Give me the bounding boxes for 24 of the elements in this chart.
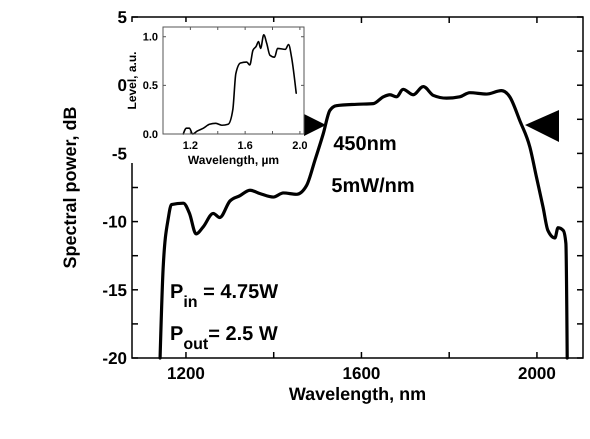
x-tick-label: 1.2 xyxy=(182,140,198,152)
y-tick-label: -15 xyxy=(102,280,127,300)
y-tick-label: 0 xyxy=(118,76,127,96)
y-tick-label: -5 xyxy=(112,144,127,164)
x-tick-label: 2.0 xyxy=(292,140,308,152)
y-tick-label: 0.5 xyxy=(142,80,158,92)
y-tick-label: 5 xyxy=(118,8,127,27)
line-series xyxy=(182,34,297,135)
y-tick-label: -10 xyxy=(102,212,127,232)
y-tick-label: -20 xyxy=(102,348,127,368)
x-axis-title: Wavelength, µm xyxy=(188,153,280,167)
x-tick-label: 1600 xyxy=(342,364,380,383)
x-tick-label: 2000 xyxy=(518,364,556,383)
y-tick-label: 0.0 xyxy=(142,128,158,141)
y-axis-title: Spectral power, dB xyxy=(60,106,80,269)
x-axis-title: Wavelength, nm xyxy=(288,384,426,404)
x-tick-label: 1200 xyxy=(167,364,205,383)
annotation: 450nm xyxy=(333,133,397,155)
annotation: P$_{in}$ = 4.75W xyxy=(170,281,278,310)
x-tick-label: 1.6 xyxy=(237,140,253,152)
y-tick-label: 1.0 xyxy=(142,32,158,44)
annotation: P$_{out}$= 2.5 W xyxy=(170,323,278,352)
annotation: 5mW/nm xyxy=(331,175,415,197)
y-axis-title: Level, a.u. xyxy=(125,51,139,110)
